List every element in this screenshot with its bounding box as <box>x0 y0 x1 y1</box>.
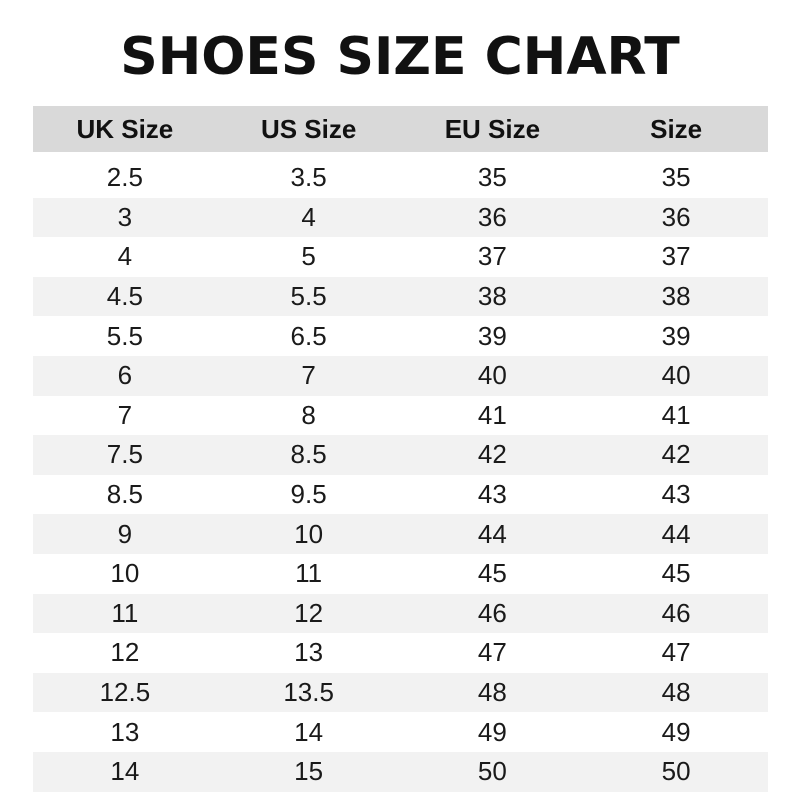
table-cell: 39 <box>661 320 691 351</box>
table-cell: 3 <box>117 201 133 232</box>
table-cell: 4 <box>117 241 133 272</box>
table-cell: 14 <box>110 756 140 787</box>
table-cell: 49 <box>477 716 507 747</box>
table-cell: 7 <box>301 360 316 391</box>
column-header-uk: UK Size <box>76 113 174 144</box>
column-header-us: US Size <box>260 113 357 144</box>
table-cell: 47 <box>477 637 507 668</box>
table-cell: 50 <box>477 756 507 787</box>
table-cell: 43 <box>477 479 507 510</box>
table-cell: 10 <box>294 518 324 549</box>
table-row: 7.5 8.5 42 42 <box>33 435 768 475</box>
table-cell: 6.5 <box>290 320 327 351</box>
table-cell: 40 <box>661 360 691 391</box>
table-cell: 42 <box>477 439 507 470</box>
table-row: 10 11 45 45 <box>33 554 768 594</box>
table-cell: 9.5 <box>290 479 327 510</box>
table-cell: 41 <box>477 399 507 430</box>
table-cell: 37 <box>477 241 507 272</box>
table-body: 2.5 3.5 35 35 3 4 36 36 4 5 37 37 4.5 5.5 38 38 5.5 6.5 39… <box>33 158 768 792</box>
table-cell: 35 <box>477 162 507 193</box>
table-cell: 4 <box>301 201 316 232</box>
table-cell: 48 <box>477 677 507 708</box>
table-cell: 2.5 <box>106 162 143 193</box>
table-row: 5.5 6.5 39 39 <box>33 316 768 356</box>
table-cell: 8.5 <box>106 479 143 510</box>
table-cell: 44 <box>477 518 507 549</box>
table-cell: 42 <box>661 439 691 470</box>
table-cell: 11 <box>295 558 323 589</box>
table-cell: 36 <box>661 201 691 232</box>
table-cell: 13.5 <box>283 677 334 708</box>
table-cell: 44 <box>661 518 691 549</box>
table-row: 13 14 49 49 <box>33 712 768 752</box>
table-cell: 47 <box>661 637 691 668</box>
table-cell: 49 <box>661 716 691 747</box>
column-header-eu: EU Size <box>444 113 541 144</box>
table-row: 2.5 3.5 35 35 <box>33 158 768 198</box>
table-cell: 35 <box>661 162 691 193</box>
table-cell: 38 <box>661 281 691 312</box>
table-row: 7 8 41 41 <box>33 396 768 436</box>
table-cell: 36 <box>477 201 507 232</box>
table-cell: 10 <box>110 558 140 589</box>
page-title: SHOES SIZE CHART <box>120 27 680 87</box>
table-cell: 4.5 <box>106 281 143 312</box>
table-cell: 12.5 <box>99 677 151 708</box>
table-cell: 9 <box>117 518 133 549</box>
table-cell: 38 <box>477 281 507 312</box>
column-header-size: Size <box>650 113 703 144</box>
table-cell: 5.5 <box>290 281 327 312</box>
table-cell: 39 <box>477 320 507 351</box>
size-table: UK Size US Size EU Size Size 2.5 3.5 35 35 3… <box>33 106 768 792</box>
table-header: UK Size US Size EU Size Size <box>33 106 768 152</box>
table-row: 14 15 50 50 <box>33 751 768 792</box>
table-row: 11 12 46 46 <box>33 593 768 634</box>
table-row: 9 10 44 44 <box>33 514 768 554</box>
table-cell: 43 <box>661 479 691 510</box>
table-row: 6 7 40 40 <box>33 355 768 396</box>
table-row: 4.5 5.5 38 38 <box>33 276 768 317</box>
table-cell: 13 <box>110 716 140 747</box>
table-cell: 6 <box>117 360 133 391</box>
table-cell: 40 <box>477 360 507 391</box>
table-cell: 45 <box>477 558 507 589</box>
table-row: 12 13 47 47 <box>33 633 768 673</box>
table-cell: 46 <box>477 597 507 628</box>
table-cell: 11 <box>111 597 139 628</box>
table-cell: 13 <box>294 637 324 668</box>
table-cell: 46 <box>661 597 691 628</box>
table-cell: 7.5 <box>106 439 143 470</box>
table-cell: 12 <box>110 637 140 668</box>
table-cell: 12 <box>294 597 324 628</box>
table-row: 12.5 13.5 48 48 <box>33 672 768 713</box>
table-cell: 41 <box>661 399 691 430</box>
table-row: 4 5 37 37 <box>33 237 768 277</box>
table-cell: 15 <box>294 756 324 787</box>
table-row: 3 4 36 36 <box>33 197 768 238</box>
table-cell: 8 <box>301 399 316 430</box>
table-cell: 7 <box>117 399 133 430</box>
table-cell: 37 <box>661 241 691 272</box>
table-cell: 14 <box>294 716 324 747</box>
table-cell: 5 <box>301 241 316 272</box>
table-row: 8.5 9.5 43 43 <box>33 475 768 515</box>
table-cell: 50 <box>661 756 691 787</box>
table-cell: 3.5 <box>290 162 327 193</box>
table-cell: 5.5 <box>106 320 143 351</box>
table-cell: 8.5 <box>290 439 327 470</box>
table-cell: 48 <box>661 677 691 708</box>
table-cell: 45 <box>661 558 691 589</box>
